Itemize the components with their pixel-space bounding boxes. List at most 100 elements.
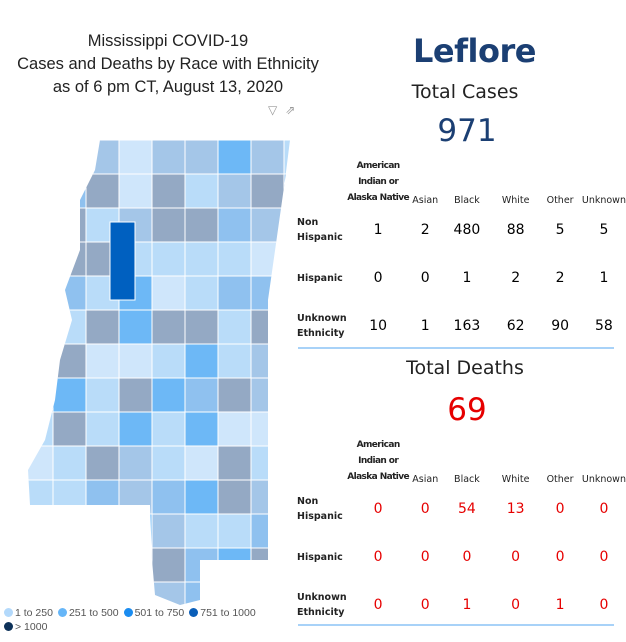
county-shape[interactable] [118, 479, 153, 515]
county-shape[interactable] [20, 241, 54, 277]
legend-item[interactable]: 751 to 1000 [189, 606, 256, 620]
county-shape[interactable] [151, 309, 186, 345]
focus-mode-icon[interactable]: ⇗ [285, 103, 296, 117]
county-shape[interactable] [184, 479, 219, 515]
county-shape[interactable] [52, 513, 87, 549]
county-shape[interactable] [20, 411, 54, 447]
county-shape[interactable] [217, 140, 252, 175]
county-shape[interactable] [250, 581, 285, 606]
county-shape[interactable] [118, 343, 153, 379]
county-shape[interactable] [118, 513, 153, 549]
county-shape[interactable] [151, 241, 186, 277]
county-shape[interactable] [85, 377, 120, 413]
county-shape[interactable] [217, 173, 252, 209]
county-shape[interactable] [151, 513, 186, 549]
county-shape[interactable] [118, 411, 153, 447]
county-shape[interactable] [20, 581, 54, 606]
county-shape[interactable] [151, 275, 186, 311]
county-shape[interactable] [217, 241, 252, 277]
county-shape[interactable] [52, 173, 87, 209]
county-shape[interactable] [118, 377, 153, 413]
county-shape[interactable] [151, 445, 186, 481]
county-shape[interactable] [118, 445, 153, 481]
county-shape[interactable] [20, 377, 54, 413]
legend-item[interactable]: 251 to 500 [57, 606, 119, 620]
county-shape[interactable] [184, 173, 219, 209]
county-shape[interactable] [20, 309, 54, 345]
county-shape[interactable] [151, 411, 186, 447]
county-shape[interactable] [184, 343, 219, 379]
county-shape[interactable] [217, 445, 252, 481]
county-shape[interactable] [217, 547, 252, 583]
county-shape[interactable] [250, 377, 285, 413]
county-shape[interactable] [85, 140, 120, 175]
county-shape[interactable] [52, 445, 87, 481]
county-shape[interactable] [151, 173, 186, 209]
county-shape[interactable] [85, 479, 120, 515]
county-leflore[interactable] [109, 221, 136, 301]
county-shape[interactable] [118, 140, 153, 175]
county-shape[interactable] [283, 140, 300, 175]
county-shape[interactable] [85, 173, 120, 209]
county-shape[interactable] [52, 241, 87, 277]
county-shape[interactable] [184, 140, 219, 175]
county-shape[interactable] [85, 581, 120, 606]
county-shape[interactable] [250, 479, 285, 515]
county-shape[interactable] [151, 207, 186, 243]
county-shape[interactable] [85, 343, 120, 379]
legend-item[interactable]: > 1000 [4, 620, 47, 634]
county-shape[interactable] [52, 479, 87, 515]
county-shape[interactable] [151, 547, 186, 583]
county-shape[interactable] [250, 513, 285, 549]
county-shape[interactable] [217, 275, 252, 311]
county-shape[interactable] [20, 445, 54, 481]
county-shape[interactable] [250, 309, 285, 345]
county-shape[interactable] [184, 309, 219, 345]
legend-item[interactable]: 501 to 750 [123, 606, 184, 620]
county-shape[interactable] [217, 207, 252, 243]
county-shape[interactable] [250, 207, 285, 243]
county-shape[interactable] [217, 309, 252, 345]
county-map[interactable] [0, 130, 300, 606]
county-shape[interactable] [52, 343, 87, 379]
county-shape[interactable] [217, 343, 252, 379]
filter-icon[interactable]: ▽ [268, 103, 278, 117]
county-shape[interactable] [52, 309, 87, 345]
county-shape[interactable] [184, 377, 219, 413]
legend-item[interactable]: 1 to 250 [4, 606, 53, 620]
county-shape[interactable] [250, 411, 285, 447]
county-shape[interactable] [250, 343, 285, 379]
county-shape[interactable] [184, 445, 219, 481]
county-shape[interactable] [52, 411, 87, 447]
county-shape[interactable] [20, 275, 54, 311]
county-shape[interactable] [52, 377, 87, 413]
county-shape[interactable] [118, 309, 153, 345]
county-shape[interactable] [20, 173, 54, 209]
county-shape[interactable] [184, 275, 219, 311]
county-shape[interactable] [151, 140, 186, 175]
county-shape[interactable] [283, 377, 300, 413]
county-shape[interactable] [20, 140, 54, 175]
county-shape[interactable] [20, 207, 54, 243]
county-shape[interactable] [20, 547, 54, 583]
county-shape[interactable] [85, 547, 120, 583]
county-shape[interactable] [85, 309, 120, 345]
county-shape[interactable] [20, 343, 54, 379]
county-shape[interactable] [118, 547, 153, 583]
county-shape[interactable] [184, 241, 219, 277]
county-shape[interactable] [217, 411, 252, 447]
county-shape[interactable] [52, 547, 87, 583]
county-shape[interactable] [250, 445, 285, 481]
county-shape[interactable] [184, 411, 219, 447]
county-shape[interactable] [217, 581, 252, 606]
county-shape[interactable] [118, 173, 153, 209]
county-shape[interactable] [52, 207, 87, 243]
county-shape[interactable] [250, 140, 285, 175]
county-shape[interactable] [250, 275, 285, 311]
county-shape[interactable] [85, 411, 120, 447]
county-shape[interactable] [217, 479, 252, 515]
county-shape[interactable] [151, 581, 186, 606]
county-shape[interactable] [184, 513, 219, 549]
county-shape[interactable] [217, 377, 252, 413]
county-shape[interactable] [250, 173, 285, 209]
